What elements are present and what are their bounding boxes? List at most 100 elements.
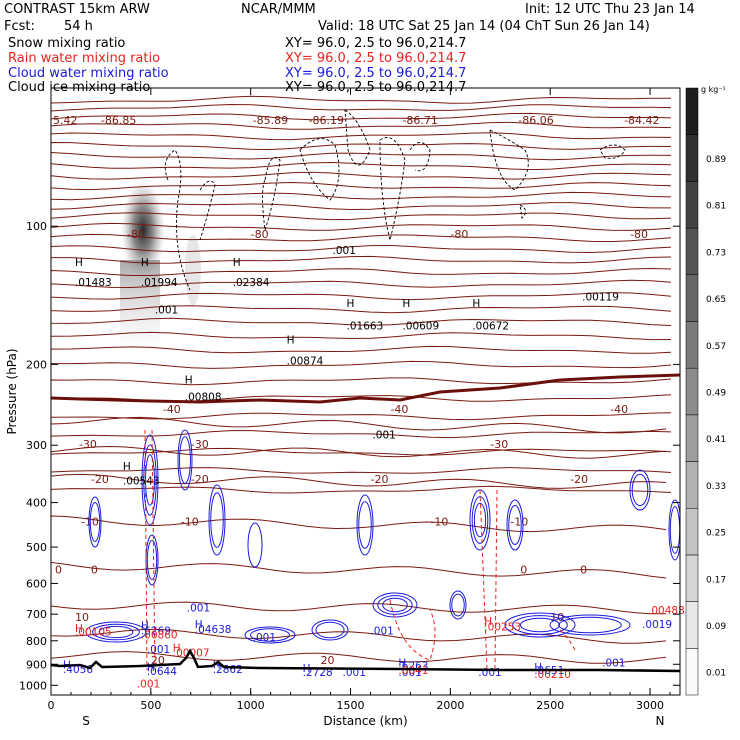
theta-contour-low [51,651,667,664]
snow-tail-2 [185,235,201,305]
cloud-water-contour [669,506,680,554]
y-tick-label: 200 [26,358,47,371]
theta-contour [51,202,671,211]
isotherm-label: 0 [520,564,527,577]
cloud-water-contour [377,595,413,615]
cloud-water-label: .001 [187,602,210,614]
cloud-water-contour [247,522,263,568]
rain-contour [559,629,576,651]
rain-contour [144,429,148,671]
isotherm-label: 20 [321,654,335,667]
theta-contour [51,181,672,191]
top-value-label: -85.89 [253,114,288,127]
theta-contour [51,171,672,180]
theta-contour [51,244,672,254]
cloud-water-label: H [195,619,203,631]
theta-contour [51,212,672,221]
field-snow-xy: XY= 96.0, 2.5 to 96.0,214.7 [285,36,467,51]
rain-label: .00210 [534,669,571,681]
rain-label: H [484,616,492,628]
ice-extrema-label: H [347,298,355,310]
isotherm-label: -10 [510,516,528,529]
cloud-water-contour [210,492,224,548]
x-axis-label: Distance (km) [323,714,407,728]
colorbar-swatch [685,601,699,649]
rain-contour [389,599,436,661]
ice-extrema-label: H [185,374,193,386]
y-tick-label: 900 [26,658,47,671]
colorbar-label: 0.09 [706,622,726,632]
isotherm-label: 0 [91,564,98,577]
cloud-ice-contour [489,129,529,191]
cloud-water-contour [250,628,290,642]
rain-label: H [173,643,181,655]
cloud-water-contour [629,469,651,511]
cloud-water-contour [631,473,649,507]
cloud-ice-contour [262,157,281,231]
cloud-water-contour [179,436,191,484]
cloud-water-label: .2862 [213,664,243,676]
colorbar-swatch [685,227,699,276]
init-time: Init: 12 UTC Thu 23 Jan 14 [525,2,695,17]
cloud-ice-contour [344,109,371,166]
model-title: CONTRAST 15km ARW [4,2,150,17]
theta-contour [51,151,672,161]
theta-contour-low [51,473,667,489]
isotherm-label: -30 [191,438,209,451]
theta-contour [51,141,672,151]
cloud-water-contour [145,534,159,586]
ice-extrema-label: .01663 [347,321,384,333]
cloud-water-label: .001 [147,644,170,656]
rain-contour [494,489,498,671]
cloud-water-label: H [213,660,221,672]
north-label: N [656,714,665,728]
isotherm-label: -20 [570,473,588,486]
cloud-water-label: .001 [253,632,276,644]
isotherm-label: -40 [163,403,181,416]
cloud-water-contour [146,540,158,580]
theta-contour [51,121,672,130]
ice-extrema-label: H [75,257,83,269]
colorbar-swatch [685,274,699,322]
colorbar-label: 0.01 [706,669,726,679]
ice-extrema-label: H [402,298,410,310]
top-value-label: -84.42 [624,114,659,127]
ice-extrema-label: H [123,461,131,473]
cloud-water-contour [372,592,418,618]
cloud-water-contour [449,590,467,620]
cloud-water-contour [143,444,157,516]
theta-contour [51,95,672,104]
isotherm-label: -80 [251,228,269,241]
x-tick-label: 1000 [237,699,265,712]
top-value-label: -86.71 [402,114,437,127]
valid-time: Valid: 18 UTC Sat 25 Jan 14 (04 ChT Sun … [318,19,650,34]
cloud-ice-contour [409,142,431,172]
rain-contour [151,429,156,671]
isotherm-label: 0 [55,564,62,577]
colorbar-label: 0.73 [706,248,726,258]
rain-label: H [75,623,83,635]
colorbar-label: 0.57 [706,342,726,352]
isotherm-label: -80 [127,228,145,241]
theta-contour [51,112,672,121]
colorbar-swatch [685,134,699,182]
colorbar-swatch [685,181,699,229]
cloud-water-contour [512,615,568,635]
y-tick-label: 1000 [19,679,47,692]
isotherm-label: 10 [75,611,89,624]
cloud-water-label: .0644 [147,666,177,678]
cloud-water-contour [141,434,159,526]
cloud-water-contour [92,623,140,641]
rain-label: .00105 [75,627,112,639]
colorbar-swatch [685,367,699,416]
terrain-profile [51,648,680,673]
cloud-water-contour [85,621,147,643]
cloud-water-label: .2728 [303,667,333,679]
cloud-water-label: .04638 [195,624,232,636]
field-snow: Snow mixing ratio [8,36,126,51]
isotherm-label: -20 [370,473,388,486]
theta-contour [51,132,672,141]
colorbar-label: 0.89 [706,155,726,165]
cloud-water-contour [558,616,622,634]
theta-contour-low [51,416,667,434]
